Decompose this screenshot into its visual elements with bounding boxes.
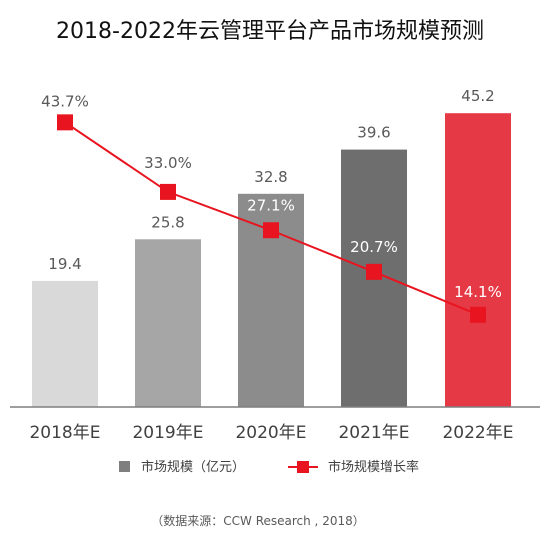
category-label-0: 2018年E (29, 423, 100, 443)
rate-value-label-2: 27.1% (247, 196, 295, 214)
rate-marker-4 (470, 306, 486, 323)
bar-4 (445, 113, 511, 407)
bar-value-label-4: 45.2 (461, 87, 494, 105)
rate-marker-0 (57, 114, 73, 131)
legend-bar-swatch (119, 461, 130, 472)
rate-marker-1 (160, 183, 176, 200)
rate-value-label-0: 43.7% (41, 92, 89, 110)
bar-value-label-0: 19.4 (48, 255, 81, 273)
legend: 市场规模（亿元） 市场规模增长率 (119, 459, 419, 475)
rate-marker-3 (366, 263, 382, 280)
rate-value-label-4: 14.1% (454, 283, 502, 301)
rate-value-label-1: 33.0% (144, 154, 192, 172)
legend-bar-text: 市场规模（亿元） (141, 459, 245, 475)
rate-value-label-3: 20.7% (350, 238, 398, 256)
rate-line-group: 43.7% 33.0% 27.1% 20.7% 14.1% (41, 92, 502, 323)
category-label-2: 2020年E (235, 423, 306, 443)
category-label-3: 2021年E (338, 423, 409, 443)
bar-1 (135, 239, 201, 407)
source-note: （数据来源：CCW Research , 2018） (151, 513, 364, 528)
bars: 19.4 25.8 32.8 39.6 45.2 (32, 87, 511, 407)
bar-value-label-1: 25.8 (151, 213, 184, 231)
category-label-1: 2019年E (132, 423, 203, 443)
chart-title: 2018-2022年云管理平台产品市场规模预测 (56, 19, 484, 44)
bar-0 (32, 280, 98, 407)
legend-line-text: 市场规模增长率 (328, 459, 419, 475)
bar-value-label-3: 39.6 (357, 124, 390, 142)
legend-line-marker (297, 461, 309, 473)
rate-marker-2 (263, 222, 279, 239)
category-label-4: 2022年E (442, 423, 513, 443)
category-labels: 2018年E 2019年E 2020年E 2021年E 2022年E (29, 423, 513, 443)
bar-value-label-2: 32.8 (254, 168, 287, 186)
